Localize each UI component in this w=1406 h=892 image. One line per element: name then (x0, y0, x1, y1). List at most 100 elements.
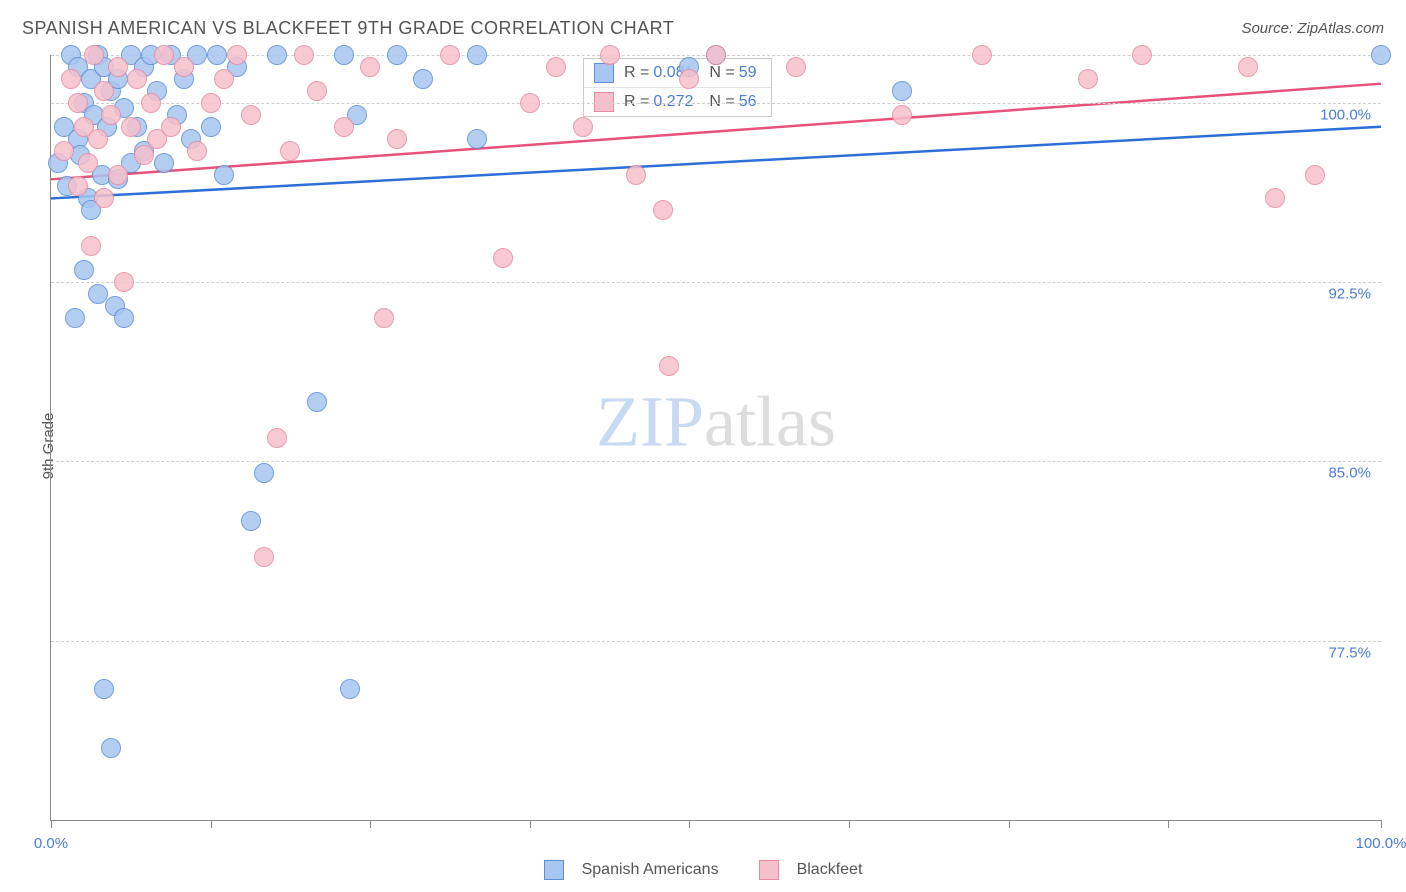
data-point (227, 45, 247, 65)
data-point (154, 153, 174, 173)
data-point (88, 129, 108, 149)
data-point (892, 105, 912, 125)
legend-swatch-blackfeet (759, 860, 779, 880)
legend-item-blackfeet: Blackfeet (759, 860, 863, 880)
data-point (334, 117, 354, 137)
trendline (51, 127, 1381, 199)
data-point (187, 141, 207, 161)
data-point (387, 129, 407, 149)
data-point (600, 45, 620, 65)
x-tick (1168, 820, 1169, 828)
data-point (1078, 69, 1098, 89)
data-point (108, 57, 128, 77)
bottom-legend: Spanish Americans Blackfeet (0, 860, 1406, 880)
data-point (207, 45, 227, 65)
data-point (254, 463, 274, 483)
data-point (467, 129, 487, 149)
data-point (573, 117, 593, 137)
data-point (786, 57, 806, 77)
data-point (626, 165, 646, 185)
data-point (54, 141, 74, 161)
x-tick (1381, 820, 1382, 828)
y-tick-label: 77.5% (1328, 644, 1371, 661)
data-point (88, 284, 108, 304)
x-tick (370, 820, 371, 828)
data-point (1132, 45, 1152, 65)
gridline (51, 641, 1381, 642)
data-point (440, 45, 460, 65)
x-tick (1009, 820, 1010, 828)
data-point (1265, 188, 1285, 208)
gridline (51, 103, 1381, 104)
gridline (51, 282, 1381, 283)
x-tick (849, 820, 850, 828)
data-point (174, 57, 194, 77)
data-point (307, 81, 327, 101)
chart-source: Source: ZipAtlas.com (1241, 20, 1384, 37)
legend-item-spanish: Spanish Americans (544, 860, 719, 880)
data-point (114, 308, 134, 328)
x-tick-label: 100.0% (1356, 835, 1406, 852)
data-point (61, 69, 81, 89)
data-point (161, 117, 181, 137)
data-point (294, 45, 314, 65)
y-tick-label: 92.5% (1328, 286, 1371, 303)
data-point (1238, 57, 1258, 77)
data-point (108, 165, 128, 185)
watermark-atlas: atlas (704, 382, 836, 462)
data-point (254, 547, 274, 567)
data-point (134, 145, 154, 165)
data-point (141, 93, 161, 113)
y-tick-label: 100.0% (1320, 106, 1371, 123)
data-point (493, 248, 513, 268)
data-point (74, 260, 94, 280)
data-point (679, 69, 699, 89)
x-tick (211, 820, 212, 828)
data-point (280, 141, 300, 161)
data-point (360, 57, 380, 77)
data-point (1305, 165, 1325, 185)
legend-swatch-spanish (544, 860, 564, 880)
data-point (114, 272, 134, 292)
data-point (241, 105, 261, 125)
data-point (201, 117, 221, 137)
n-value: 59 (739, 64, 757, 82)
trendlines-svg (51, 55, 1381, 820)
data-point (520, 93, 540, 113)
data-point (127, 69, 147, 89)
x-tick (689, 820, 690, 828)
legend-label-blackfeet: Blackfeet (797, 861, 863, 879)
data-point (78, 153, 98, 173)
data-point (653, 200, 673, 220)
r-label: R = (624, 64, 649, 82)
chart-title: SPANISH AMERICAN VS BLACKFEET 9TH GRADE … (22, 18, 674, 39)
data-point (101, 105, 121, 125)
data-point (892, 81, 912, 101)
data-point (94, 81, 114, 101)
data-point (334, 45, 354, 65)
data-point (214, 69, 234, 89)
data-point (307, 392, 327, 412)
data-point (467, 45, 487, 65)
data-point (94, 188, 114, 208)
data-point (267, 45, 287, 65)
data-point (68, 176, 88, 196)
x-tick (51, 820, 52, 828)
x-tick (530, 820, 531, 828)
data-point (121, 117, 141, 137)
y-tick-label: 85.0% (1328, 465, 1371, 482)
data-point (81, 236, 101, 256)
data-point (1371, 45, 1391, 65)
data-point (706, 45, 726, 65)
data-point (241, 511, 261, 531)
watermark-zip: ZIP (596, 382, 704, 462)
n-label: N = (709, 64, 734, 82)
data-point (214, 165, 234, 185)
data-point (101, 738, 121, 758)
chart-area: ZIPatlas R =0.081 N =59R =0.272 N =56 77… (50, 55, 1381, 821)
data-point (546, 57, 566, 77)
correlation-box: R =0.081 N =59R =0.272 N =56 (583, 58, 772, 117)
correlation-swatch (594, 63, 614, 83)
data-point (84, 45, 104, 65)
data-point (972, 45, 992, 65)
